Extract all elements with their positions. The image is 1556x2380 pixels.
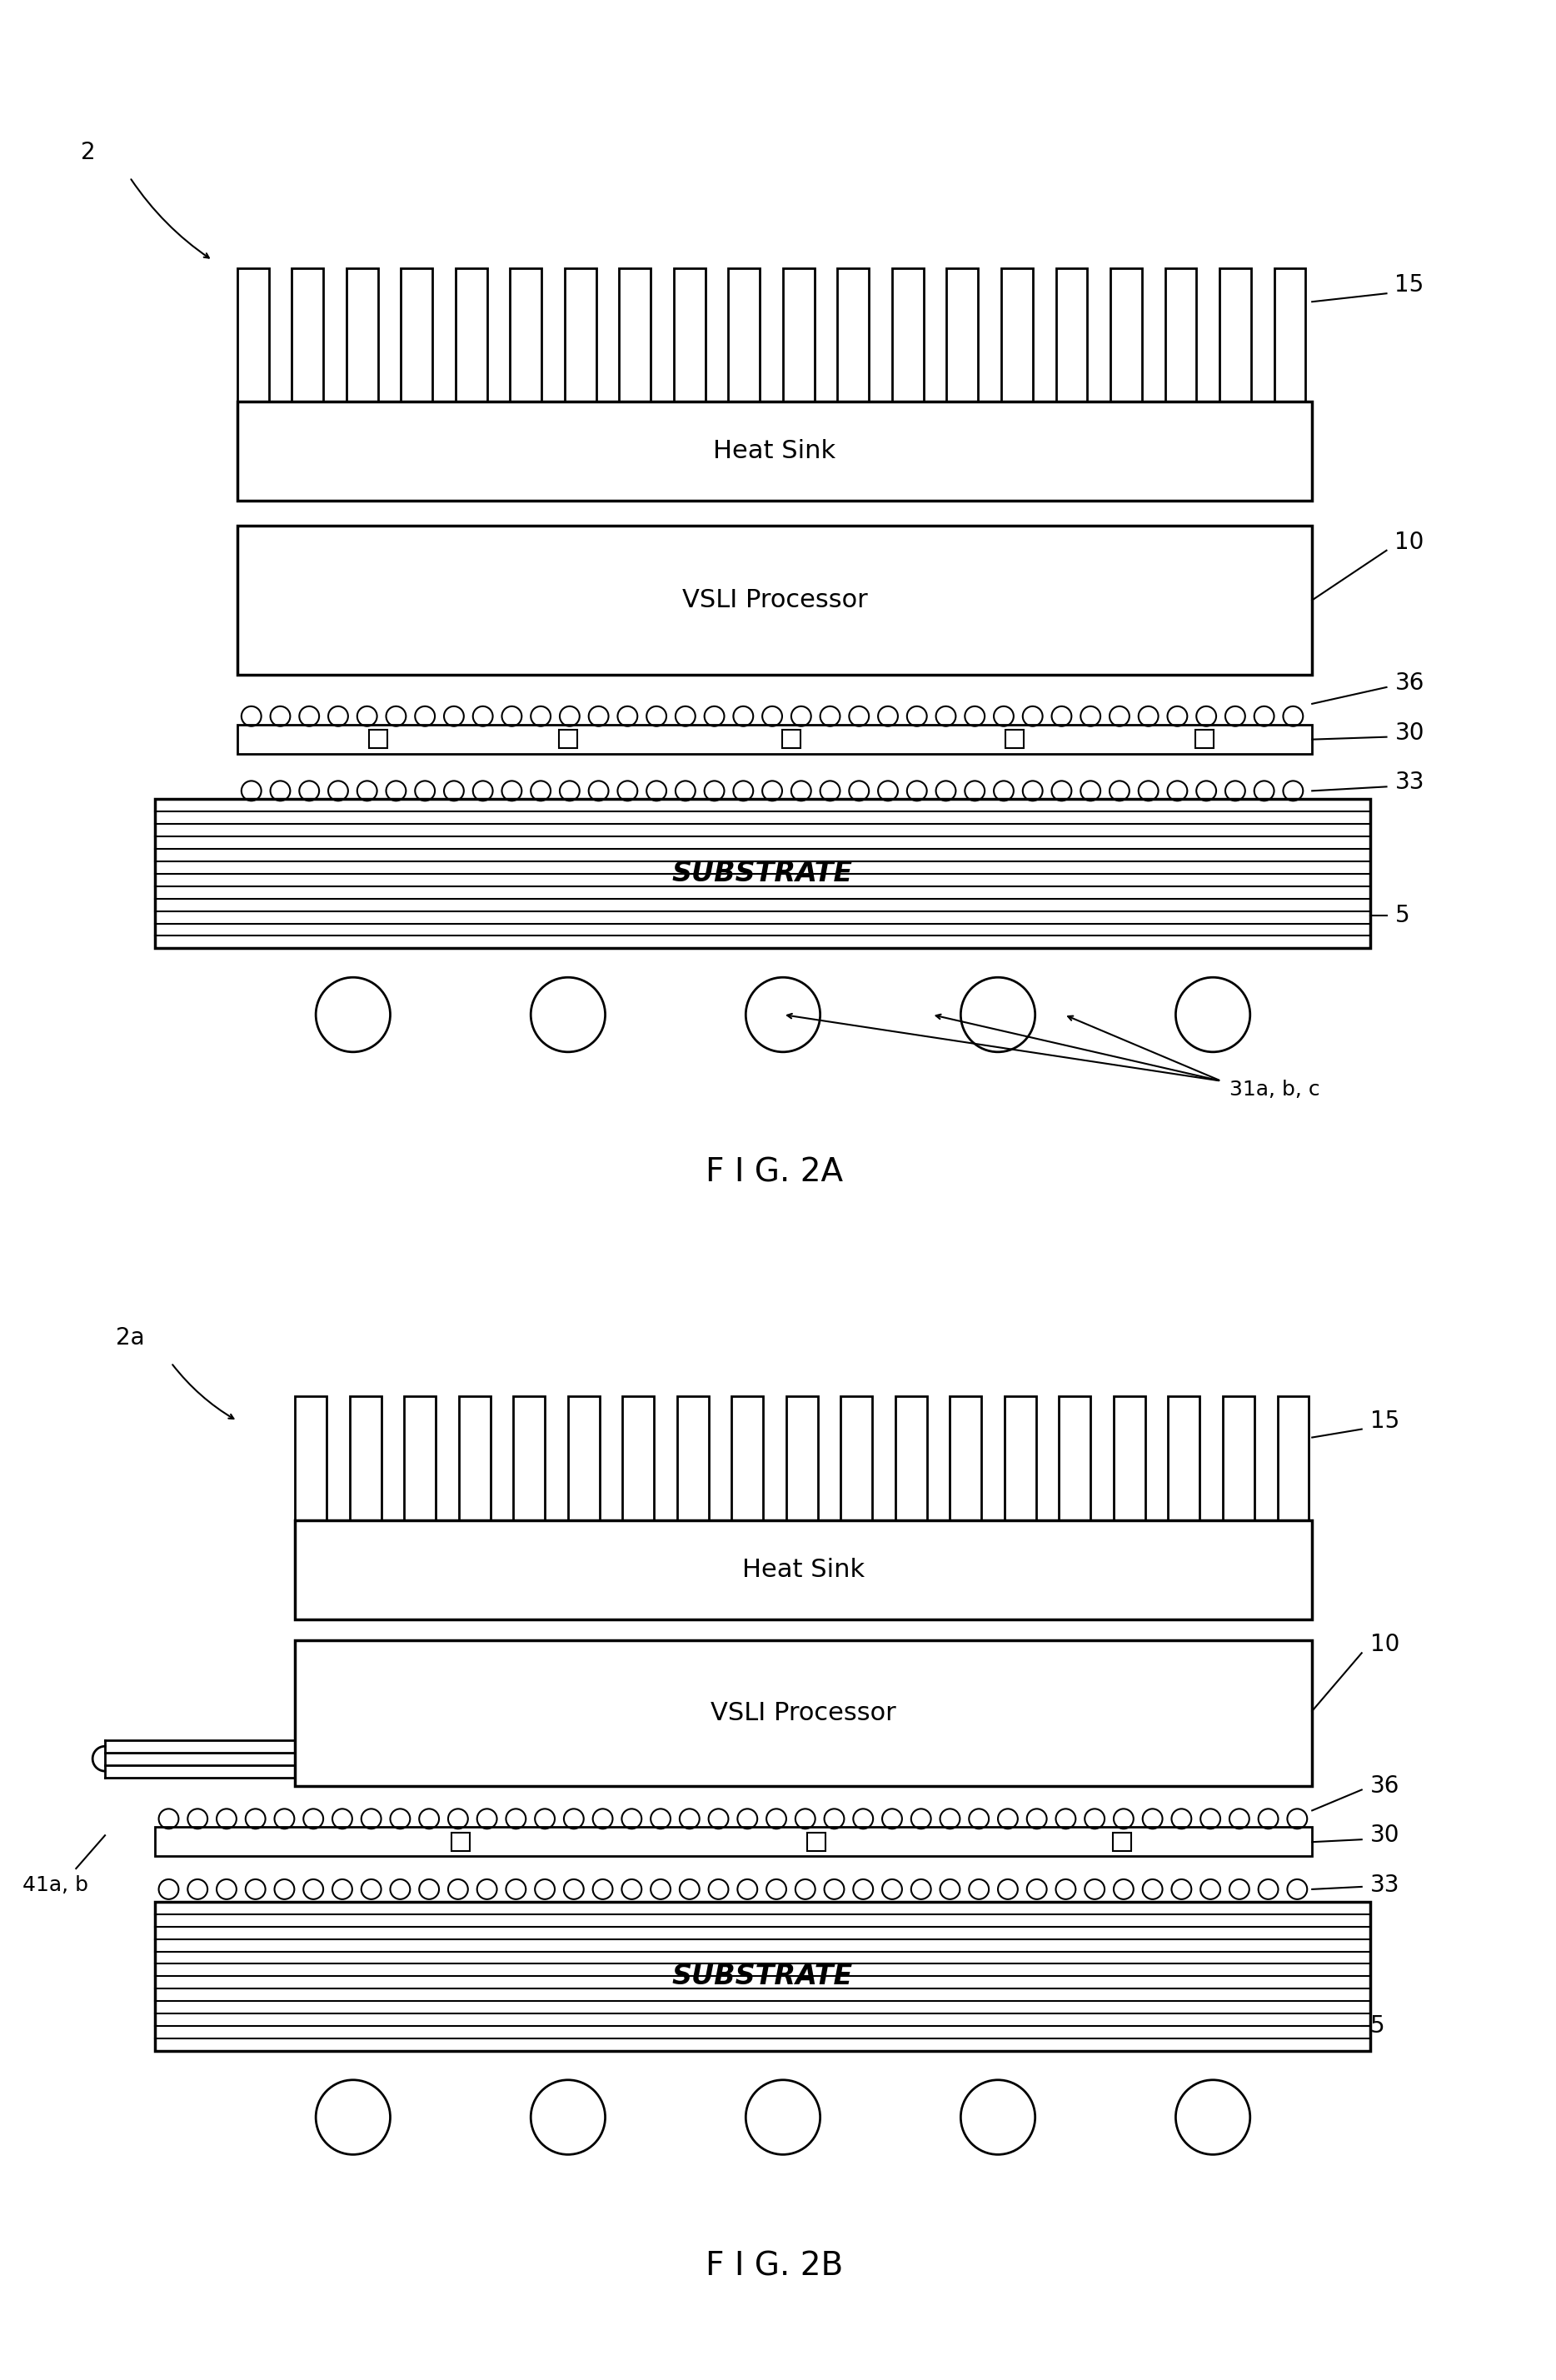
FancyBboxPatch shape bbox=[456, 269, 487, 402]
FancyBboxPatch shape bbox=[350, 1397, 381, 1521]
Text: VSLI Processor: VSLI Processor bbox=[682, 588, 867, 612]
Text: 5: 5 bbox=[1394, 904, 1410, 926]
FancyBboxPatch shape bbox=[237, 526, 1312, 676]
FancyBboxPatch shape bbox=[946, 269, 979, 402]
Text: 33: 33 bbox=[1394, 771, 1424, 795]
FancyBboxPatch shape bbox=[451, 1833, 470, 1852]
FancyBboxPatch shape bbox=[728, 269, 759, 402]
FancyBboxPatch shape bbox=[1111, 269, 1142, 402]
Text: 2: 2 bbox=[81, 140, 96, 164]
FancyBboxPatch shape bbox=[296, 1397, 327, 1521]
FancyBboxPatch shape bbox=[783, 731, 800, 747]
FancyBboxPatch shape bbox=[1057, 269, 1088, 402]
FancyBboxPatch shape bbox=[347, 269, 378, 402]
FancyBboxPatch shape bbox=[296, 1640, 1312, 1785]
FancyBboxPatch shape bbox=[459, 1397, 490, 1521]
Text: SUBSTRATE: SUBSTRATE bbox=[672, 1964, 853, 1990]
FancyBboxPatch shape bbox=[1165, 269, 1197, 402]
FancyBboxPatch shape bbox=[1060, 1397, 1091, 1521]
FancyBboxPatch shape bbox=[559, 731, 577, 747]
Text: Heat Sink: Heat Sink bbox=[742, 1559, 865, 1583]
FancyBboxPatch shape bbox=[840, 1397, 873, 1521]
FancyBboxPatch shape bbox=[154, 800, 1369, 947]
Text: 10: 10 bbox=[1369, 1633, 1399, 1656]
Text: 41a, b: 41a, b bbox=[22, 1875, 89, 1894]
FancyBboxPatch shape bbox=[786, 1397, 818, 1521]
FancyBboxPatch shape bbox=[895, 1397, 927, 1521]
FancyBboxPatch shape bbox=[677, 1397, 708, 1521]
Text: 33: 33 bbox=[1369, 1873, 1399, 1897]
FancyBboxPatch shape bbox=[808, 1833, 825, 1852]
FancyBboxPatch shape bbox=[565, 269, 596, 402]
FancyBboxPatch shape bbox=[1169, 1397, 1200, 1521]
FancyBboxPatch shape bbox=[293, 269, 324, 402]
FancyBboxPatch shape bbox=[951, 1397, 982, 1521]
Text: 30: 30 bbox=[1369, 1823, 1399, 1847]
Text: F I G. 2A: F I G. 2A bbox=[706, 1157, 843, 1188]
Text: 10: 10 bbox=[1394, 531, 1424, 555]
Text: 36: 36 bbox=[1369, 1773, 1399, 1797]
Text: VSLI Processor: VSLI Processor bbox=[711, 1702, 896, 1726]
FancyBboxPatch shape bbox=[1001, 269, 1033, 402]
Text: Heat Sink: Heat Sink bbox=[713, 438, 836, 464]
FancyBboxPatch shape bbox=[237, 724, 1312, 754]
FancyBboxPatch shape bbox=[1277, 1397, 1309, 1521]
Text: 36: 36 bbox=[1394, 671, 1424, 695]
FancyBboxPatch shape bbox=[783, 269, 814, 402]
FancyBboxPatch shape bbox=[892, 269, 924, 402]
Text: F I G. 2B: F I G. 2B bbox=[706, 2251, 843, 2282]
FancyBboxPatch shape bbox=[1220, 269, 1251, 402]
FancyBboxPatch shape bbox=[1113, 1833, 1131, 1852]
FancyBboxPatch shape bbox=[1114, 1397, 1145, 1521]
FancyBboxPatch shape bbox=[369, 731, 387, 747]
Text: 31a, b, c: 31a, b, c bbox=[1229, 1078, 1319, 1100]
FancyBboxPatch shape bbox=[1274, 269, 1305, 402]
FancyBboxPatch shape bbox=[622, 1397, 654, 1521]
FancyBboxPatch shape bbox=[401, 269, 433, 402]
FancyBboxPatch shape bbox=[154, 1902, 1369, 2052]
Text: 5: 5 bbox=[1369, 2013, 1385, 2037]
FancyBboxPatch shape bbox=[674, 269, 705, 402]
FancyBboxPatch shape bbox=[405, 1397, 436, 1521]
Text: SUBSTRATE: SUBSTRATE bbox=[672, 859, 853, 888]
FancyBboxPatch shape bbox=[568, 1397, 599, 1521]
FancyBboxPatch shape bbox=[237, 269, 269, 402]
FancyBboxPatch shape bbox=[237, 402, 1312, 500]
Text: 30: 30 bbox=[1394, 721, 1424, 745]
FancyBboxPatch shape bbox=[1005, 731, 1024, 747]
Text: 15: 15 bbox=[1369, 1409, 1399, 1433]
FancyBboxPatch shape bbox=[154, 1828, 1312, 1856]
Text: 2a: 2a bbox=[115, 1326, 145, 1349]
FancyBboxPatch shape bbox=[1223, 1397, 1254, 1521]
FancyBboxPatch shape bbox=[296, 1521, 1312, 1621]
FancyBboxPatch shape bbox=[619, 269, 650, 402]
FancyBboxPatch shape bbox=[1195, 731, 1214, 747]
FancyBboxPatch shape bbox=[837, 269, 868, 402]
FancyBboxPatch shape bbox=[510, 269, 541, 402]
FancyBboxPatch shape bbox=[1005, 1397, 1036, 1521]
Text: 15: 15 bbox=[1394, 274, 1424, 298]
FancyBboxPatch shape bbox=[513, 1397, 545, 1521]
FancyBboxPatch shape bbox=[731, 1397, 762, 1521]
